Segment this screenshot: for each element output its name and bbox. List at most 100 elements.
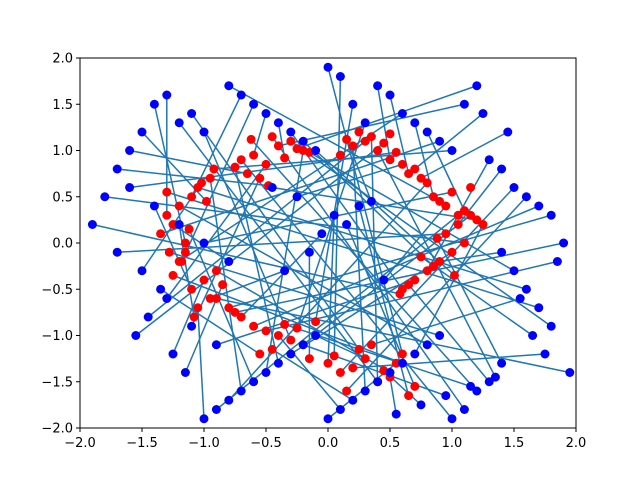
y-tick-label: −0.5	[41, 283, 73, 298]
blue-point	[131, 331, 141, 340]
blue-point	[497, 164, 507, 174]
blue-point	[211, 340, 221, 350]
red-point	[385, 129, 395, 139]
x-tick-label: 2.0	[566, 436, 587, 451]
red-point	[224, 303, 234, 313]
blue-point	[416, 400, 426, 410]
red-point	[286, 136, 296, 146]
connecting-line	[117, 168, 269, 187]
blue-point	[280, 266, 290, 276]
red-point	[168, 220, 178, 229]
blue-point	[137, 266, 147, 276]
connecting-line	[327, 215, 335, 364]
red-point	[218, 280, 228, 290]
blue-point	[112, 247, 122, 257]
connecting-line	[190, 113, 360, 350]
connecting-line	[426, 131, 466, 211]
blue-point	[385, 90, 395, 100]
red-point	[187, 284, 197, 294]
red-point	[354, 344, 364, 354]
red-point	[410, 381, 420, 391]
blue-point	[180, 368, 190, 377]
blue-point	[366, 196, 376, 206]
blue-point	[329, 210, 339, 220]
blue-point	[249, 99, 259, 109]
connecting-line	[178, 205, 428, 346]
red-point	[348, 363, 358, 373]
red-point	[441, 229, 451, 239]
connecting-line	[420, 256, 534, 337]
connecting-line	[408, 284, 490, 383]
red-point	[466, 183, 476, 192]
blue-point	[360, 118, 370, 128]
connecting-line	[92, 223, 401, 295]
connecting-line	[439, 251, 502, 263]
blue-point	[509, 266, 519, 276]
connecting-line	[203, 191, 453, 244]
connecting-line	[278, 103, 465, 147]
red-point	[197, 178, 207, 188]
connecting-line	[180, 103, 255, 262]
connecting-line	[216, 297, 570, 374]
red-point	[156, 229, 166, 239]
red-point	[395, 289, 405, 299]
blue-point	[311, 146, 321, 155]
connecting-line	[436, 238, 503, 364]
red-point	[174, 257, 184, 266]
red-point	[410, 275, 420, 285]
red-point	[211, 266, 221, 276]
blue-point	[323, 62, 333, 72]
x-tick-label: −0.5	[250, 436, 282, 451]
data-points	[87, 62, 575, 424]
red-point	[342, 386, 352, 396]
blue-point	[125, 146, 135, 155]
blue-point	[137, 127, 147, 137]
y-tick-label: −1.0	[41, 329, 73, 344]
red-point	[255, 349, 265, 359]
red-point	[236, 312, 246, 322]
blue-point	[286, 127, 296, 137]
blue-point	[236, 386, 246, 396]
blue-point	[125, 183, 135, 192]
red-point	[249, 321, 259, 331]
red-point	[189, 312, 199, 322]
connecting-line	[153, 104, 187, 244]
red-point	[404, 169, 414, 179]
blue-point	[304, 247, 314, 257]
blue-point	[528, 331, 538, 340]
y-tick-label: −1.5	[41, 375, 73, 390]
blue-point	[156, 284, 166, 294]
red-point	[209, 164, 219, 174]
blue-point	[174, 220, 184, 229]
connecting-line	[370, 136, 379, 382]
red-point	[360, 136, 370, 146]
red-point	[187, 192, 197, 202]
blue-point	[249, 377, 259, 387]
blue-point	[286, 349, 296, 359]
connecting-line	[166, 163, 267, 299]
connecting-line	[457, 168, 503, 225]
blue-point	[224, 81, 234, 91]
blue-point	[509, 183, 519, 192]
blue-point	[342, 220, 352, 229]
red-point	[391, 147, 401, 157]
blue-point	[478, 109, 488, 118]
y-axis: −2.0 −1.5 −1.0 −0.5 0.0 0.5 1.0 1.5 2.0	[41, 52, 80, 437]
connecting-line	[172, 274, 403, 364]
x-tick-label: −2.0	[64, 436, 96, 451]
y-tick-label: 0.0	[52, 237, 73, 252]
red-point	[201, 196, 211, 206]
connecting-line	[129, 149, 248, 175]
blue-point	[472, 386, 482, 396]
red-point	[174, 201, 184, 211]
x-tick-label: 1.5	[504, 436, 525, 451]
blue-point	[435, 331, 445, 340]
blue-point	[379, 275, 389, 285]
red-point	[304, 354, 314, 364]
blue-point	[373, 81, 383, 91]
red-point	[385, 155, 395, 165]
connecting-line	[302, 344, 447, 397]
connecting-line	[389, 94, 410, 174]
blue-point	[559, 238, 569, 248]
connecting-line	[166, 191, 540, 309]
